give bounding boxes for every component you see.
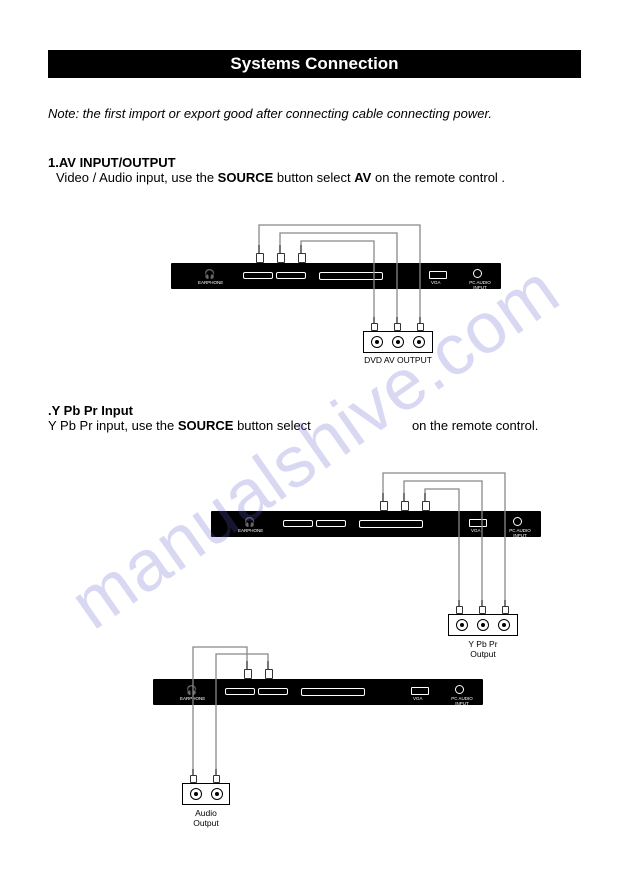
- section-1-body: Video / Audio input, use the SOURCE butt…: [56, 170, 581, 185]
- plug-icon: [244, 661, 250, 679]
- title-bar: Systems Connection: [48, 50, 581, 78]
- section-2-text: on the remote control.: [412, 418, 538, 433]
- section-1: 1.AV INPUT/OUTPUT Video / Audio input, u…: [48, 155, 581, 393]
- plug-icon: [190, 769, 195, 783]
- section-1-title: AV INPUT/OUTPUT: [59, 155, 176, 170]
- pc-label: PC AUDIO INPUT: [445, 696, 479, 706]
- av-label: AV: [354, 170, 371, 185]
- slot-group-a: [283, 520, 346, 527]
- slot: [316, 520, 346, 527]
- plug-icon: [371, 317, 376, 331]
- slot: [283, 520, 313, 527]
- vga-label: VGA: [431, 280, 441, 285]
- plug-icon: [422, 493, 428, 511]
- vga-label: VGA: [471, 528, 481, 533]
- audio-output-box: [182, 783, 230, 805]
- plug-icon: [401, 493, 407, 511]
- slot: [243, 272, 273, 279]
- vga-label: VGA: [413, 696, 423, 701]
- wide-slot: [319, 272, 383, 280]
- section-2-text: Y Pb Pr input, use the: [48, 418, 178, 433]
- earphone-label: EARPHONE: [180, 696, 205, 701]
- section-1-text: on the remote control .: [371, 170, 505, 185]
- rear-panel: 🎧 EARPHONE VGA PC AUDIO INPUT: [171, 263, 501, 289]
- earphone-label: EARPHONE: [198, 280, 223, 285]
- plug-icon: [256, 245, 262, 263]
- page: Systems Connection Note: the first impor…: [0, 0, 629, 893]
- section-2-body: Y Pb Pr input, use the SOURCE button sel…: [48, 418, 581, 433]
- plug-icon: [479, 600, 484, 614]
- pc-label: PC AUDIO INPUT: [503, 528, 537, 538]
- pc-audio-jack: [513, 517, 522, 526]
- pc-audio-jack: [455, 685, 464, 694]
- ypbpr-output-label: Y Pb Pr Output: [443, 639, 523, 659]
- diagram-1: 🎧 EARPHONE VGA PC AUDIO INPUT: [48, 203, 581, 393]
- plug-icon: [456, 600, 461, 614]
- headphone-icon: 🎧: [186, 685, 197, 696]
- jack-icon: [413, 336, 425, 348]
- slot: [225, 688, 255, 695]
- jack-icon: [498, 619, 510, 631]
- pc-label: PC AUDIO INPUT: [463, 280, 497, 290]
- slot-group-a: [225, 688, 288, 695]
- slot-group-a: [243, 272, 306, 279]
- section-1-text: button select: [273, 170, 354, 185]
- gap: [314, 418, 412, 433]
- rear-panel-lower: 🎧 EARPHONE VGA PC AUDIO INPUT: [153, 679, 483, 705]
- source-label: SOURCE: [178, 418, 234, 433]
- slot: [276, 272, 306, 279]
- jack-icon: [190, 788, 202, 800]
- section-1-heading: 1.AV INPUT/OUTPUT: [48, 155, 581, 170]
- section-1-text: Video / Audio input, use the: [56, 170, 218, 185]
- jack-icon: [211, 788, 223, 800]
- section-2-heading: .Y Pb Pr Input: [48, 403, 581, 418]
- vga-slot: [411, 687, 429, 695]
- jack-icon: [371, 336, 383, 348]
- pc-audio-jack: [473, 269, 482, 278]
- jack-icon: [392, 336, 404, 348]
- earphone-label: EARPHONE: [238, 528, 263, 533]
- plug-icon: [213, 769, 218, 783]
- rear-panel-upper: 🎧 EARPHONE VGA PC AUDIO INPUT: [211, 511, 541, 537]
- plug-icon: [265, 661, 271, 679]
- headphone-icon: 🎧: [244, 517, 255, 528]
- plug-icon: [502, 600, 507, 614]
- jack-icon: [477, 619, 489, 631]
- plug-icon: [298, 245, 304, 263]
- plug-icon: [394, 317, 399, 331]
- cable-lines: [48, 203, 508, 393]
- audio-output-label: Audio Output: [166, 808, 246, 828]
- wide-slot: [301, 688, 365, 696]
- slot: [258, 688, 288, 695]
- note-text: Note: the first import or export good af…: [48, 106, 581, 121]
- section-2: .Y Pb Pr Input Y Pb Pr input, use the SO…: [48, 403, 581, 851]
- plug-icon: [277, 245, 283, 263]
- dvd-output-box: [363, 331, 433, 353]
- plug-icon: [380, 493, 386, 511]
- dvd-output-label: DVD AV OUTPUT: [358, 355, 438, 365]
- vga-slot: [469, 519, 487, 527]
- section-2-text: button select: [233, 418, 314, 433]
- diagram-2: 🎧 EARPHONE VGA PC AUDIO INPUT: [48, 451, 581, 851]
- ypbpr-output-box: [448, 614, 518, 636]
- section-1-number: 1: [48, 155, 55, 170]
- source-label: SOURCE: [218, 170, 274, 185]
- vga-slot: [429, 271, 447, 279]
- headphone-icon: 🎧: [204, 269, 215, 280]
- plug-icon: [417, 317, 422, 331]
- wide-slot: [359, 520, 423, 528]
- jack-icon: [456, 619, 468, 631]
